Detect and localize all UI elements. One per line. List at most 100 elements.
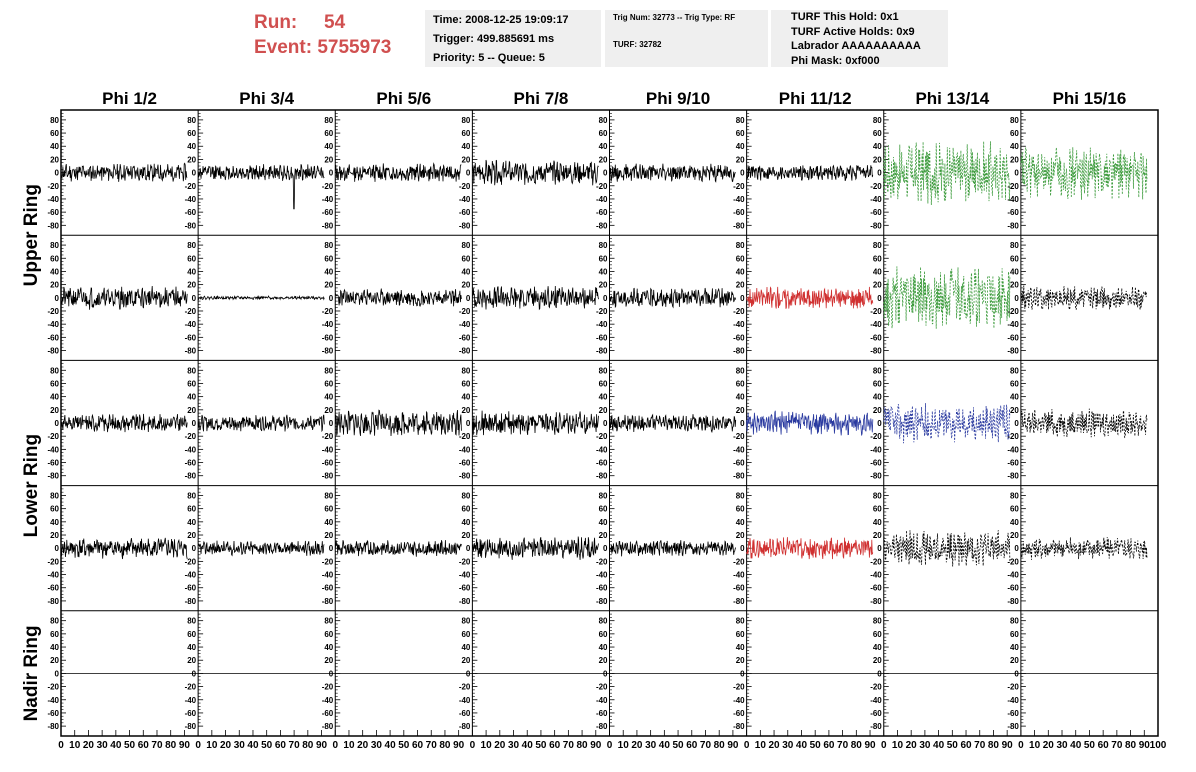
y-tick-label: 40	[736, 518, 745, 527]
waveform-band1-col4	[472, 159, 599, 186]
x-tick-label: 80	[439, 740, 451, 751]
y-tick-label: 40	[50, 142, 59, 151]
y-tick-label: -20	[322, 182, 334, 191]
x-tick-label: 20	[768, 740, 780, 751]
y-tick-label: -40	[322, 571, 334, 580]
column-header-2: Phi 3/4	[239, 89, 294, 108]
y-tick-label: 0	[603, 419, 608, 428]
y-tick-label: 40	[187, 142, 196, 151]
waveform-band4-col2	[197, 540, 325, 557]
y-tick-label: 40	[599, 267, 608, 276]
y-tick-label: 40	[873, 393, 882, 402]
y-tick-label: 80	[461, 491, 470, 500]
y-tick-label: 20	[1010, 281, 1019, 290]
y-tick-label: 0	[55, 669, 60, 678]
x-tick-label: 70	[563, 740, 575, 751]
y-tick-label: 20	[324, 406, 333, 415]
y-tick-label: -20	[1007, 307, 1019, 316]
x-tick-label: 10	[892, 740, 904, 751]
y-tick-label: 60	[736, 379, 745, 388]
y-tick-label: -80	[185, 722, 197, 731]
y-tick-label: 60	[324, 505, 333, 514]
x-tick-label: 30	[782, 740, 794, 751]
y-tick-label: -40	[870, 445, 882, 454]
y-tick-label: -20	[733, 432, 745, 441]
waveform-band1-col2	[197, 164, 325, 210]
waveform-band1-col5	[609, 163, 736, 183]
y-tick-label: 20	[599, 281, 608, 290]
y-tick-label: -40	[459, 696, 471, 705]
x-tick-label: 50	[535, 740, 547, 751]
y-tick-label: 20	[873, 656, 882, 665]
x-tick-label: 30	[645, 740, 657, 751]
x-tick-label: 60	[412, 740, 424, 751]
y-tick-label: -80	[596, 347, 608, 356]
y-tick-label: 40	[736, 643, 745, 652]
y-tick-label: 40	[736, 267, 745, 276]
y-tick-label: 80	[1010, 241, 1019, 250]
y-tick-label: -20	[459, 307, 471, 316]
y-tick-label: -60	[870, 333, 882, 342]
y-tick-label: -80	[870, 472, 882, 481]
waveform-band2-col5	[609, 287, 737, 309]
y-tick-label: 20	[324, 281, 333, 290]
y-tick-label: 40	[599, 518, 608, 527]
turf-text: TURF: 32782	[613, 40, 662, 49]
y-tick-label: -80	[47, 722, 59, 731]
x-tick-label: 90	[864, 740, 876, 751]
y-tick-label: 80	[1010, 116, 1019, 125]
y-tick-label: 40	[324, 142, 333, 151]
y-tick-label: -80	[47, 597, 59, 606]
y-tick-label: 40	[50, 393, 59, 402]
y-tick-label: 0	[740, 419, 745, 428]
y-tick-label: -60	[733, 709, 745, 718]
x-tick-label: 0	[607, 740, 613, 751]
y-tick-label: 20	[873, 155, 882, 164]
waveform-band4-col8	[1020, 537, 1148, 560]
y-tick-label: -40	[185, 195, 197, 204]
y-tick-label: -40	[47, 696, 59, 705]
y-tick-label: -60	[322, 208, 334, 217]
turf-active-text: TURF Active Holds: 0x9	[791, 25, 915, 38]
y-tick-label: -60	[459, 459, 471, 468]
y-tick-label: -40	[459, 571, 471, 580]
y-tick-label: 60	[1010, 379, 1019, 388]
x-tick-label: 70	[1111, 740, 1123, 751]
waveform-band3-col3	[334, 409, 462, 437]
y-tick-label: 0	[329, 544, 334, 553]
y-tick-label: 60	[599, 630, 608, 639]
y-tick-label: -20	[733, 307, 745, 316]
trigger-text: Trigger: 499.885691 ms	[433, 33, 555, 45]
y-tick-label: 60	[187, 129, 196, 138]
y-tick-label: 0	[1014, 294, 1019, 303]
y-tick-label: 20	[736, 406, 745, 415]
y-tick-label: -60	[870, 709, 882, 718]
y-tick-label: -40	[596, 696, 608, 705]
y-tick-label: 40	[461, 267, 470, 276]
y-tick-label: -40	[870, 696, 882, 705]
waveform-band3-col7	[883, 403, 1011, 444]
y-tick-label: 60	[461, 505, 470, 514]
y-tick-label: 60	[599, 254, 608, 263]
y-tick-label: -20	[1007, 432, 1019, 441]
y-tick-label: -80	[185, 221, 197, 230]
y-tick-label: -60	[459, 333, 471, 342]
x-tick-label: 100	[1150, 740, 1167, 751]
y-tick-label: 0	[740, 669, 745, 678]
time-info-box: Time: 2008-12-25 19:09:17 Trigger: 499.8…	[425, 10, 601, 67]
y-tick-label: 20	[736, 155, 745, 164]
y-tick-label: -80	[185, 472, 197, 481]
y-tick-label: -80	[47, 347, 59, 356]
y-tick-label: 0	[466, 294, 471, 303]
y-tick-label: 20	[1010, 406, 1019, 415]
x-tick-label: 10	[1029, 740, 1041, 751]
y-tick-label: 80	[50, 491, 59, 500]
x-tick-label: 20	[906, 740, 918, 751]
waveform-band2-col6	[746, 286, 874, 309]
waveform-band2-col3	[334, 288, 462, 307]
y-tick-label: 80	[736, 116, 745, 125]
y-tick-label: -40	[322, 195, 334, 204]
y-tick-label: 60	[1010, 505, 1019, 514]
y-tick-label: 20	[873, 531, 882, 540]
y-tick-label: -60	[1007, 459, 1019, 468]
